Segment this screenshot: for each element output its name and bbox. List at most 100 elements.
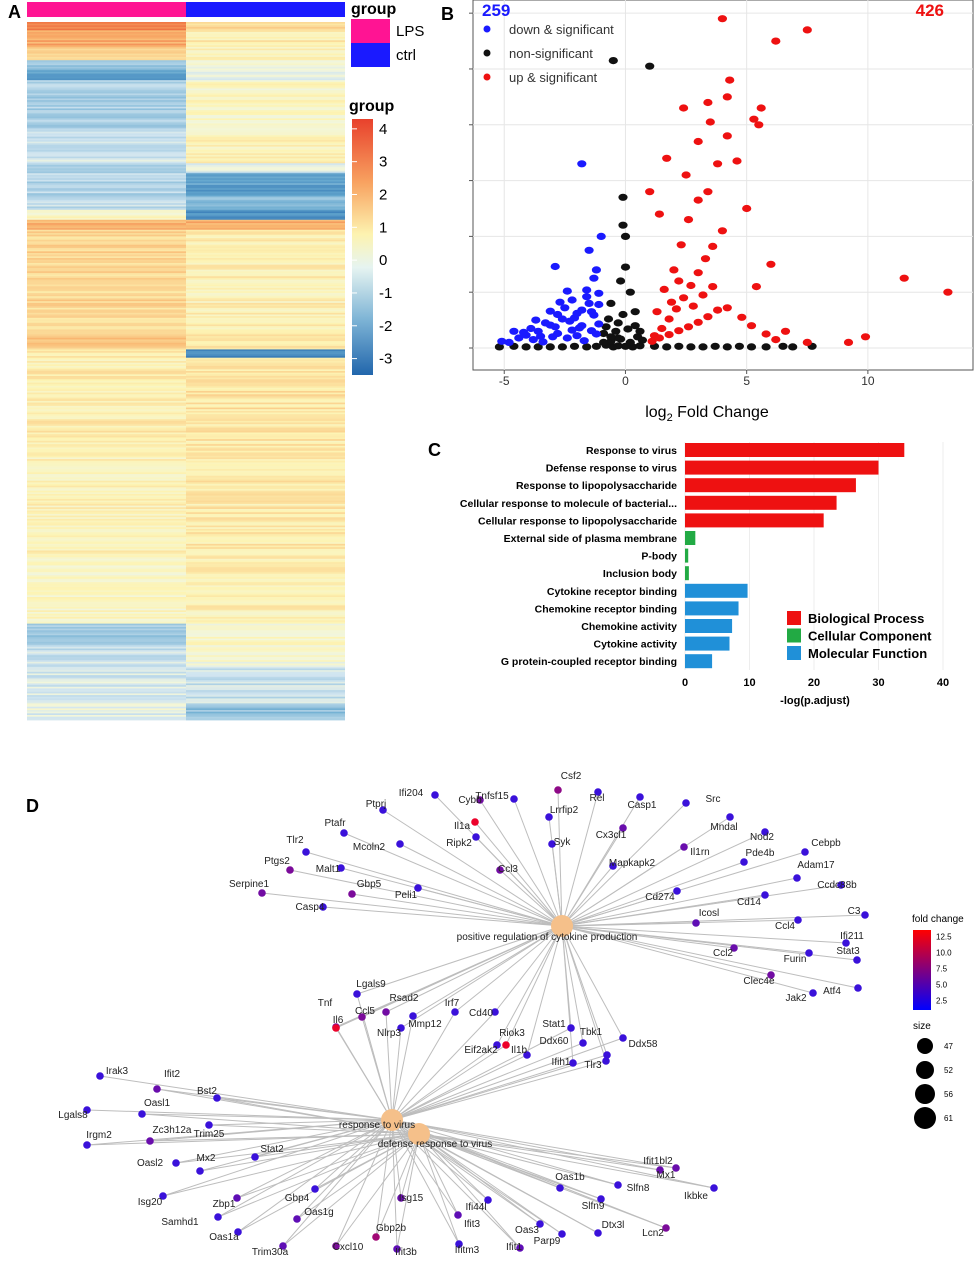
heatmap-cell (27, 538, 186, 541)
gene-label: Il6 (333, 1015, 344, 1026)
heatmap-cell (186, 710, 345, 713)
gene-node (455, 1240, 463, 1248)
annotation-legend-title: group (351, 1, 397, 18)
volcano-point-up (771, 37, 781, 45)
heatmap-cell (186, 681, 345, 684)
volcano-point-up (725, 76, 735, 84)
heatmap-cell (186, 631, 345, 634)
volcano-point-nonsig (545, 343, 555, 351)
heatmap-cell (27, 367, 186, 370)
heatmap-cell (186, 115, 345, 118)
heatmap-cell (27, 562, 186, 565)
heatmap-cell (27, 302, 186, 305)
volcano-x-tick-label: -5 (499, 374, 510, 388)
heatmap-cell (27, 648, 186, 651)
gene-label: Nod2 (750, 832, 774, 843)
heatmap-cell (186, 507, 345, 510)
go-legend-label-bp: Biological Process (808, 611, 924, 626)
heatmap-cell (27, 490, 186, 493)
volcano-point-nonsig (611, 327, 621, 335)
heatmap-cell (27, 517, 186, 520)
heatmap-cell (27, 130, 186, 133)
heatmap-cell (27, 407, 186, 410)
go-bar-cc (685, 566, 689, 581)
volcano-point-up (676, 241, 686, 249)
gene-label: Cd274 (645, 892, 675, 903)
heatmap-cell (27, 43, 186, 46)
network-edge (254, 1133, 420, 1158)
heatmap-cell (186, 307, 345, 310)
heatmap-cell (27, 372, 186, 375)
annotation-cell-ctrl (186, 2, 345, 17)
volcano-point-down (497, 337, 507, 345)
heatmap-cell (186, 435, 345, 438)
go-category-label: Cytokine activity (594, 639, 678, 651)
heatmap-cell (27, 61, 186, 64)
heatmap-cell (27, 209, 186, 212)
heatmap-cell (186, 171, 345, 174)
heatmap-cell (186, 512, 345, 515)
heatmap-cell (27, 76, 186, 79)
heatmap-cell (186, 505, 345, 508)
gene-node (662, 1224, 670, 1232)
heatmap-cell (27, 567, 186, 570)
heatmap-cell (186, 500, 345, 503)
heatmap-cell (27, 602, 186, 605)
heatmap-cell (27, 435, 186, 438)
heatmap-cell (27, 31, 186, 35)
heatmap-cell (27, 412, 186, 415)
heatmap-cell (27, 688, 186, 691)
heatmap-cell (27, 319, 186, 322)
volcano-point-nonsig (533, 343, 543, 351)
heatmap-cell (186, 123, 345, 126)
heatmap-cell (186, 281, 345, 284)
heatmap-cell (27, 75, 186, 78)
gene-label: Oas3 (515, 1225, 539, 1236)
gene-label: Ifih1 (552, 1057, 571, 1068)
heatmap-cell (27, 548, 186, 551)
heatmap-cell (27, 189, 186, 192)
heatmap-cell (186, 266, 345, 269)
volcano-point-down (514, 334, 524, 342)
heatmap-cell (186, 447, 345, 450)
hub-node-dv (408, 1123, 430, 1145)
volcano-point-up (671, 305, 682, 313)
heatmap-cell (27, 703, 186, 706)
heatmap-cell (186, 33, 345, 36)
network-edge (391, 1119, 715, 1189)
volcano-point-up (802, 26, 812, 34)
heatmap-cell (186, 244, 345, 247)
heatmap-cell (27, 138, 186, 141)
heatmap-cell (186, 254, 345, 257)
gene-node (516, 1244, 524, 1252)
network-edge (561, 925, 584, 1044)
heatmap-cell (27, 415, 186, 418)
heatmap-cell (186, 489, 345, 492)
heatmap-cell (186, 442, 345, 445)
go-x-tick-label: 40 (937, 677, 949, 689)
gene-node (594, 788, 602, 796)
heatmap-cell (186, 377, 345, 380)
heatmap-cell (27, 169, 186, 172)
heatmap-cell (27, 656, 186, 659)
heatmap-cell (27, 90, 186, 93)
heatmap-cell (27, 374, 186, 377)
heatmap-cell (186, 522, 345, 525)
heatmap-cell (186, 302, 345, 305)
heatmap-cell (186, 636, 345, 639)
heatmap-cell (27, 125, 186, 128)
heatmap-cell (186, 444, 345, 447)
volcano-point-nonsig (635, 327, 645, 335)
volcano-point-nonsig (722, 343, 732, 351)
heatmap-cell (27, 110, 186, 113)
network-edge (561, 865, 614, 927)
volcano-point-down (591, 266, 602, 274)
heatmap-cell (27, 387, 186, 390)
heatmap-cell (27, 578, 186, 581)
heatmap-cell (186, 301, 345, 304)
volcano-point-down (577, 306, 587, 314)
network-edge (561, 925, 859, 989)
heatmap-cell (27, 143, 186, 146)
heatmap-cell (27, 597, 186, 600)
heatmap-cell (27, 658, 186, 661)
